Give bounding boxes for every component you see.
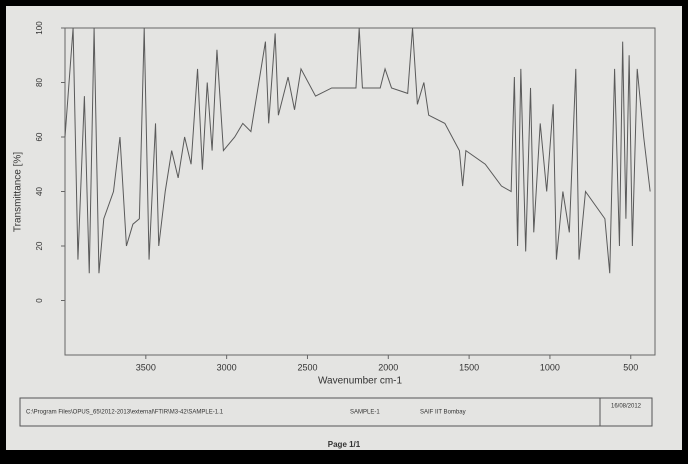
y-tick-label: 0 [35, 298, 44, 303]
footer-lab: SAIF IIT Bombay [420, 410, 466, 416]
chart: Transmittance [%] Wavenumber cm-1 C:\Pro… [0, 0, 688, 464]
y-tick-label: 40 [35, 187, 44, 196]
footer-date: 16/08/2012 [611, 404, 642, 410]
screenshot: Transmittance [%] Wavenumber cm-1 C:\Pro… [0, 0, 688, 464]
x-axis-title: Wavenumber cm-1 [318, 376, 403, 387]
y-tick-label: 100 [35, 21, 44, 35]
x-tick-label: 2000 [378, 362, 398, 372]
footer-sample: SAMPLE-1 [350, 410, 380, 416]
x-tick-label: 500 [623, 362, 638, 372]
x-tick-label: 3000 [217, 362, 237, 372]
x-tick-label: 2500 [297, 362, 317, 372]
x-tick-label: 1000 [540, 362, 560, 372]
y-tick-label: 80 [35, 78, 44, 87]
x-tick-label: 1500 [459, 362, 479, 372]
page-number: Page 1/1 [328, 440, 361, 449]
footer-path: C:\Program Files\OPUS_65\2012-2013\exter… [26, 410, 224, 416]
y-tick-label: 20 [35, 241, 44, 250]
x-tick-label: 3500 [136, 362, 156, 372]
y-axis-title: Transmittance [%] [13, 152, 24, 232]
y-tick-label: 60 [35, 132, 44, 141]
